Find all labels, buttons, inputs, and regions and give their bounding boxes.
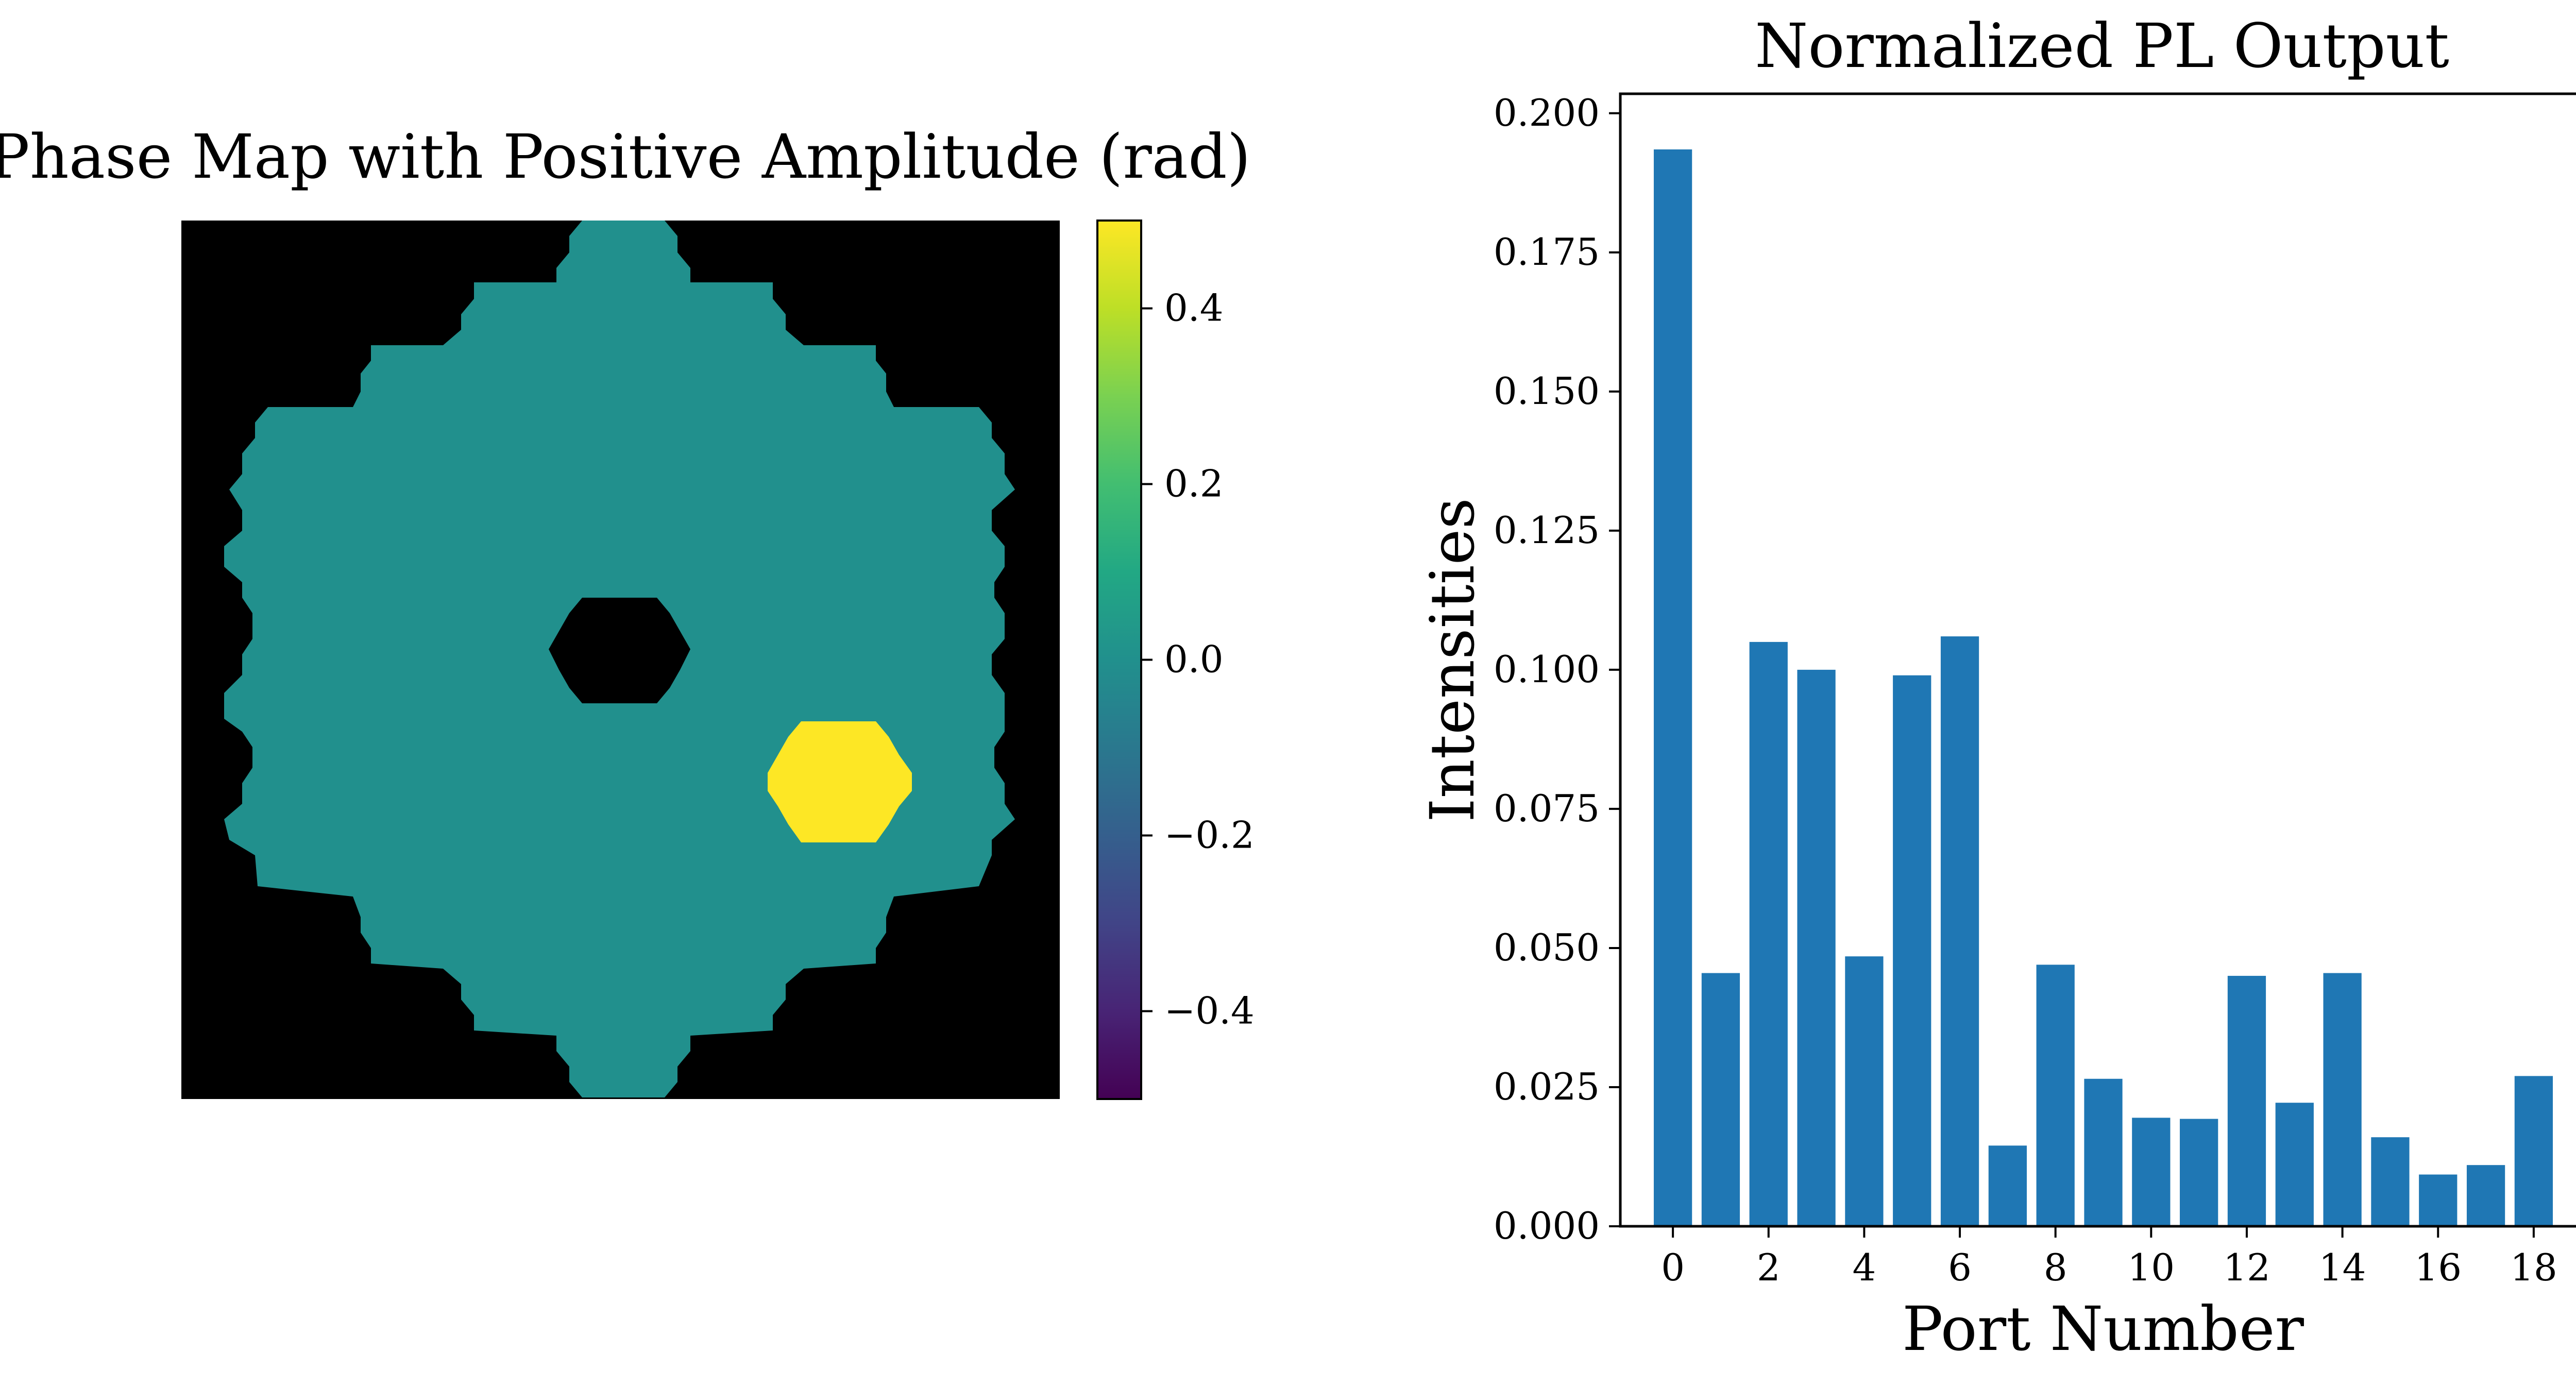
- phase-map-image: [181, 221, 1060, 1099]
- y-tick-label: 0.075: [1494, 787, 1600, 830]
- x-tick-label: 14: [2319, 1246, 2366, 1289]
- bar-port-12: [2227, 975, 2266, 1226]
- colorbar-tick-label: 0.2: [1164, 462, 1224, 505]
- bar-port-10: [2132, 1118, 2171, 1226]
- central-obscuration: [549, 598, 690, 703]
- colorbar-tick-label: 0.4: [1164, 286, 1224, 330]
- aberrated-segment: [768, 721, 912, 842]
- y-tick-label: 0.125: [1494, 509, 1600, 552]
- phase-map-panel: Phase Map with Positive Amplitude (rad) …: [0, 121, 1255, 1100]
- bar-port-3: [1797, 669, 1836, 1226]
- bar-port-17: [2466, 1165, 2505, 1226]
- colorbar: 0.4 0.2 0.0 −0.2 −0.4: [1096, 219, 1255, 1100]
- x-tick-label: 4: [1852, 1246, 1876, 1289]
- phase-map-title: Phase Map with Positive Amplitude (rad): [0, 121, 1251, 192]
- x-tick-label: 10: [2128, 1246, 2175, 1289]
- colorbar-ticks: 0.4 0.2 0.0 −0.2 −0.4: [1141, 286, 1255, 1033]
- y-tick-label: 0.050: [1494, 926, 1600, 969]
- bar-port-5: [1893, 675, 1931, 1226]
- bar-port-11: [2180, 1119, 2218, 1226]
- bar-port-1: [1701, 973, 1740, 1226]
- y-tick-label: 0.025: [1494, 1065, 1600, 1108]
- x-tick-label: 16: [2414, 1246, 2462, 1289]
- bar-port-2: [1749, 641, 1788, 1226]
- x-tick-label: 6: [1948, 1246, 1972, 1289]
- bar-port-8: [2036, 965, 2075, 1226]
- colorbar-gradient: [1096, 219, 1142, 1100]
- bar-port-14: [2323, 973, 2362, 1226]
- y-tick-label: 0.100: [1494, 648, 1600, 691]
- bar-chart-title: Normalized PL Output: [1755, 10, 2449, 81]
- x-tick-label: 8: [2044, 1246, 2067, 1289]
- bar-port-4: [1845, 956, 1884, 1226]
- x-tick-label: 12: [2223, 1246, 2270, 1289]
- y-tick-label: 0.175: [1494, 230, 1600, 274]
- y-axis-label: Intensities: [1417, 498, 1488, 822]
- bar-port-18: [2514, 1076, 2553, 1226]
- bar-chart-panel: Normalized PL Output 0.000 0.025 0.050 0.07…: [1417, 10, 2576, 1364]
- y-tick-label: 0.200: [1494, 91, 1600, 134]
- x-tick-label: 0: [1661, 1246, 1685, 1289]
- bar-port-13: [2275, 1103, 2314, 1226]
- bar-port-7: [1988, 1145, 2027, 1226]
- y-tick-label: 0.000: [1494, 1204, 1600, 1247]
- x-axis-label: Port Number: [1902, 1293, 2304, 1364]
- colorbar-tick-label: 0.0: [1164, 638, 1224, 681]
- x-tick-label: 2: [1757, 1246, 1781, 1289]
- bar-port-6: [1940, 636, 1979, 1226]
- y-tick-label: 0.150: [1494, 369, 1600, 413]
- x-tick-label: 18: [2510, 1246, 2557, 1289]
- plot-frame: [1619, 92, 2576, 1228]
- bar-port-15: [2371, 1137, 2410, 1226]
- bar-port-9: [2084, 1078, 2123, 1226]
- bar-port-16: [2419, 1174, 2458, 1226]
- colorbar-tick-label: −0.2: [1164, 814, 1255, 857]
- colorbar-tick-label: −0.4: [1164, 989, 1255, 1033]
- bar-series: [1653, 149, 2553, 1227]
- x-axis-ticks: 0 2 4 6 8 10 12 14 16 18: [1661, 1226, 2557, 1289]
- y-axis-ticks: 0.000 0.025 0.050 0.075 0.100 0.125 0.150 0.175…: [1494, 91, 1620, 1247]
- bar-port-0: [1653, 149, 1692, 1227]
